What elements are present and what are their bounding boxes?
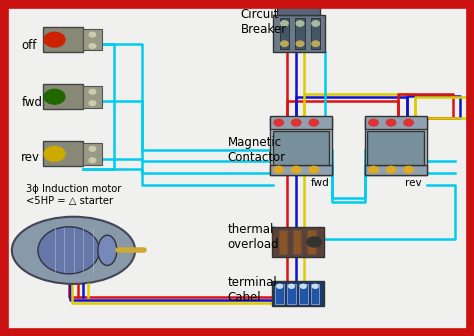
Circle shape [312,41,319,46]
Circle shape [89,44,96,48]
FancyBboxPatch shape [365,118,427,175]
FancyBboxPatch shape [295,18,305,49]
Circle shape [89,158,96,163]
Circle shape [386,166,396,173]
Circle shape [312,284,318,288]
FancyBboxPatch shape [311,18,320,49]
Circle shape [44,32,65,47]
Ellipse shape [98,235,117,265]
FancyBboxPatch shape [307,230,316,254]
Circle shape [369,119,378,126]
Text: fwd: fwd [310,178,329,188]
FancyBboxPatch shape [83,143,102,165]
Circle shape [292,119,301,126]
Circle shape [281,21,288,26]
FancyBboxPatch shape [367,131,424,165]
Circle shape [309,166,319,173]
FancyBboxPatch shape [280,18,289,49]
FancyBboxPatch shape [275,284,284,304]
FancyBboxPatch shape [273,131,329,165]
Text: Circuit
Breaker: Circuit Breaker [241,8,287,36]
Circle shape [312,21,319,26]
Circle shape [386,119,396,126]
FancyBboxPatch shape [365,165,427,175]
FancyBboxPatch shape [365,116,427,129]
Circle shape [44,146,65,161]
FancyBboxPatch shape [299,284,308,304]
Text: fwd: fwd [21,96,42,109]
FancyBboxPatch shape [43,27,83,52]
Circle shape [296,21,304,26]
Circle shape [292,166,301,173]
Circle shape [301,284,306,288]
Circle shape [274,166,283,173]
Circle shape [44,89,65,104]
Circle shape [277,284,283,288]
FancyBboxPatch shape [270,118,332,175]
FancyBboxPatch shape [279,230,287,254]
Circle shape [307,237,321,247]
FancyBboxPatch shape [43,84,83,109]
FancyBboxPatch shape [273,15,325,52]
FancyBboxPatch shape [277,7,320,15]
Text: Magnetic
Contactor: Magnetic Contactor [228,135,286,164]
Circle shape [404,166,413,173]
FancyBboxPatch shape [43,141,83,166]
Circle shape [289,284,294,288]
Text: off: off [21,39,36,52]
Text: rev: rev [405,178,422,188]
Circle shape [296,41,304,46]
Circle shape [89,101,96,106]
FancyBboxPatch shape [272,227,324,257]
FancyBboxPatch shape [270,116,332,129]
Text: terminal
Cabel: terminal Cabel [228,276,277,304]
FancyBboxPatch shape [272,281,324,306]
FancyBboxPatch shape [83,29,102,50]
FancyBboxPatch shape [83,86,102,108]
FancyBboxPatch shape [311,284,319,304]
Ellipse shape [38,227,100,274]
Text: 3ϕ Induction motor
<5HP = △ starter: 3ϕ Induction motor <5HP = △ starter [26,184,121,206]
Ellipse shape [12,217,135,284]
Circle shape [89,89,96,94]
FancyBboxPatch shape [293,230,301,254]
Circle shape [369,166,378,173]
Circle shape [274,119,283,126]
Text: rev: rev [21,152,40,164]
Circle shape [404,119,413,126]
Circle shape [281,41,288,46]
FancyBboxPatch shape [287,284,296,304]
FancyBboxPatch shape [270,165,332,175]
Circle shape [89,146,96,151]
Circle shape [89,32,96,37]
Text: thermal
overload: thermal overload [228,223,279,251]
Circle shape [309,119,319,126]
